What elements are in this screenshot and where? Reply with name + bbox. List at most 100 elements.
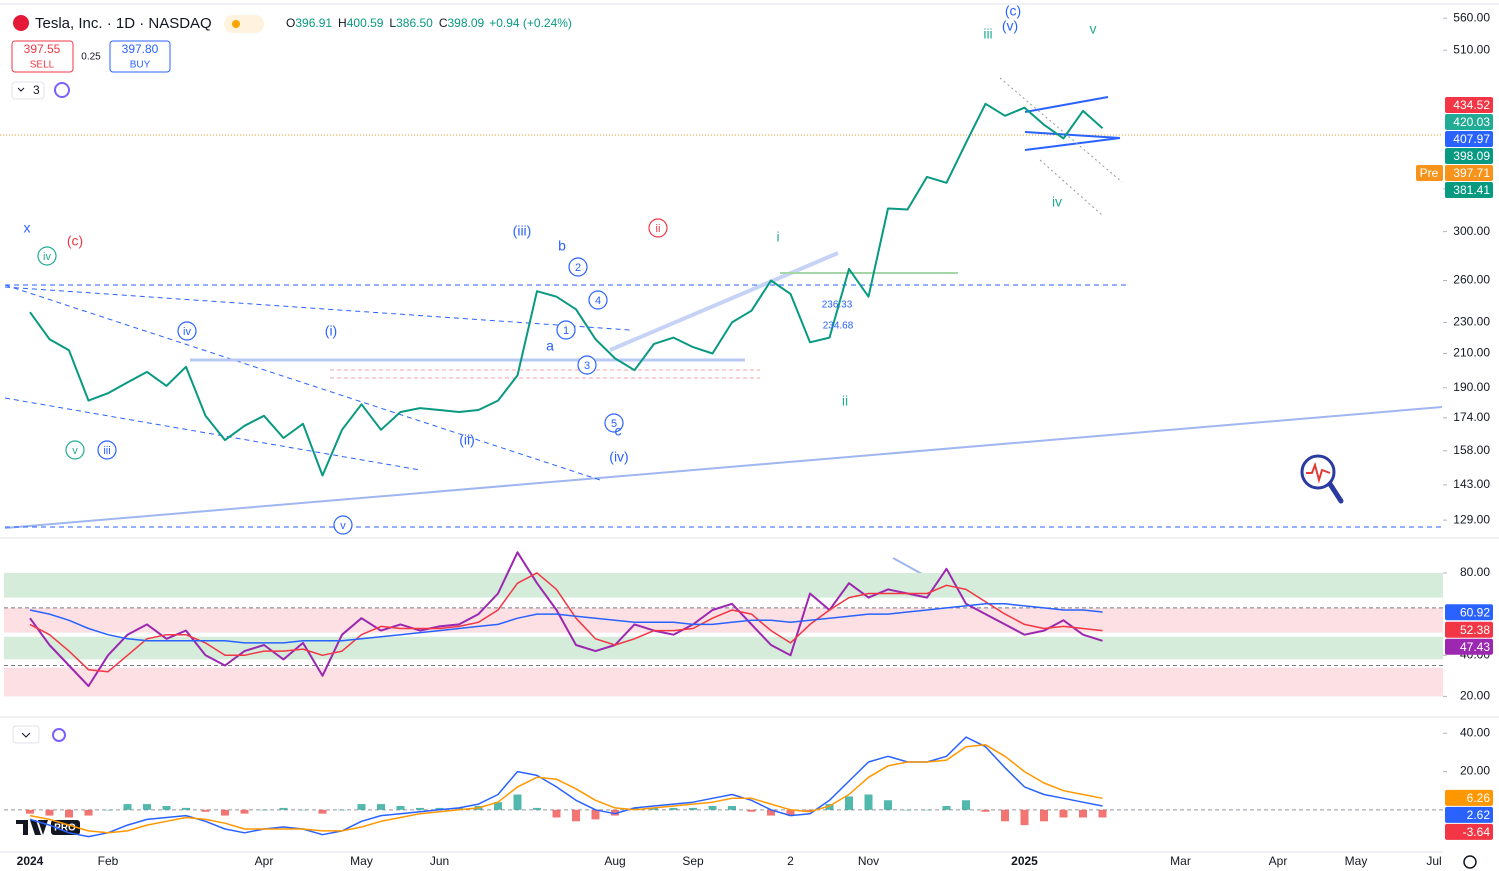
histogram-bar bbox=[162, 806, 171, 810]
symbol-title: Tesla, Inc. · 1D · NASDAQ bbox=[35, 15, 212, 32]
histogram-bar bbox=[260, 809, 268, 811]
wave-label: 3 bbox=[584, 360, 590, 372]
trend-line bbox=[4, 406, 1443, 529]
price-marker bbox=[1445, 621, 1493, 638]
y-tick-label: 210.00 bbox=[1453, 346, 1490, 360]
y-tick-label: 129.00 bbox=[1453, 512, 1490, 526]
ohlc-key: L bbox=[389, 16, 396, 30]
histogram-bar bbox=[435, 807, 444, 810]
histogram-bar bbox=[552, 809, 561, 818]
histogram-bar bbox=[903, 809, 912, 811]
y-tick-label: 158.00 bbox=[1453, 443, 1490, 457]
sell-button[interactable] bbox=[11, 40, 74, 73]
histogram-bar bbox=[318, 809, 327, 814]
wave-label: (c) bbox=[67, 233, 83, 249]
wave-circle bbox=[568, 257, 588, 277]
wave-label: iii bbox=[983, 26, 992, 42]
x-tick-label: Aug bbox=[604, 854, 625, 868]
histogram-bar bbox=[1001, 809, 1009, 822]
wave-label: i bbox=[776, 229, 779, 245]
price-marker bbox=[1445, 96, 1493, 113]
wave-circle bbox=[648, 218, 668, 238]
wave-circle bbox=[588, 290, 608, 310]
ohlc-values: O396.91 H400.59 L386.50 C398.09 +0.94 (+0.24… bbox=[286, 16, 572, 30]
wave-circle bbox=[556, 320, 576, 340]
wave-label: iv bbox=[43, 251, 51, 263]
series-line bbox=[29, 603, 1103, 644]
wave-label: x bbox=[24, 220, 31, 236]
price-marker bbox=[1445, 181, 1493, 198]
histogram-bar bbox=[84, 809, 93, 816]
magnifier-lens bbox=[1300, 454, 1336, 490]
price-marker bbox=[1445, 789, 1493, 806]
histogram-bar bbox=[533, 807, 541, 810]
session-icon bbox=[232, 20, 240, 28]
series-line bbox=[29, 102, 1104, 477]
ohlc-value: 386.50 bbox=[396, 16, 433, 30]
histogram-bar bbox=[1098, 809, 1107, 818]
y-tick-label: 20.00 bbox=[1460, 689, 1490, 703]
x-tick-label: Feb bbox=[98, 854, 119, 868]
histogram-bar bbox=[630, 807, 639, 810]
pane-toggle[interactable] bbox=[12, 725, 40, 744]
wave-circle bbox=[97, 440, 117, 460]
wave-label: (v) bbox=[1002, 18, 1018, 34]
ohlc-change: +0.94 (+0.24%) bbox=[489, 16, 572, 30]
settings-icon[interactable] bbox=[1463, 855, 1477, 869]
channel-line bbox=[1024, 131, 1121, 139]
magnifier-icon[interactable] bbox=[1300, 454, 1344, 504]
histogram-bar bbox=[240, 809, 249, 814]
histogram-bar bbox=[747, 809, 756, 812]
histogram-bar bbox=[942, 806, 951, 810]
price-marker-label: 434.52 bbox=[1453, 98, 1490, 112]
indicator-count: 3 bbox=[33, 83, 40, 97]
histogram-bar bbox=[962, 800, 970, 810]
histogram-bar bbox=[416, 807, 424, 810]
refresh-icon[interactable] bbox=[54, 82, 70, 98]
spread: 0.25 bbox=[81, 52, 101, 63]
histogram-bar bbox=[611, 809, 619, 816]
x-tick-label: May bbox=[350, 854, 373, 868]
magnifier-handle bbox=[1327, 481, 1344, 504]
channel-line bbox=[1024, 96, 1109, 113]
wave-circle bbox=[177, 321, 197, 341]
histogram-bar bbox=[513, 794, 522, 810]
y-tick-label: 20.00 bbox=[1460, 764, 1490, 778]
wave-label: (ii) bbox=[459, 432, 475, 448]
wave-label: c bbox=[615, 423, 622, 439]
buy-button[interactable] bbox=[109, 40, 171, 73]
x-tick-label: Jul bbox=[1426, 854, 1441, 868]
wave-circle bbox=[37, 246, 57, 266]
wave-label: 1 bbox=[563, 325, 569, 337]
x-tick-label: May bbox=[1345, 854, 1368, 868]
pro-badge bbox=[51, 820, 80, 835]
chevron bbox=[17, 87, 25, 92]
zone bbox=[4, 572, 1443, 598]
histogram-bar bbox=[299, 809, 307, 811]
refresh-icon[interactable] bbox=[52, 728, 66, 742]
ohlc-value: 400.59 bbox=[347, 16, 384, 30]
ohlc-value: 396.91 bbox=[295, 16, 332, 30]
histogram-bar bbox=[825, 804, 834, 810]
price-marker bbox=[1445, 823, 1493, 840]
histogram-bar bbox=[279, 807, 288, 810]
histogram-bar bbox=[65, 809, 73, 818]
y-tick-label: 260.00 bbox=[1453, 273, 1490, 287]
histogram-bar bbox=[201, 809, 210, 812]
wave-label: (iv) bbox=[609, 449, 628, 465]
histogram-bar bbox=[689, 807, 697, 810]
marker-tag-label: Pre bbox=[1420, 166, 1439, 180]
pro-label: PRO bbox=[54, 823, 76, 834]
histogram-bar bbox=[591, 809, 600, 820]
drawings bbox=[0, 77, 1443, 581]
histogram-bar bbox=[708, 806, 717, 810]
indicator-toggle[interactable] bbox=[11, 81, 45, 100]
y-tick-label: 300.00 bbox=[1453, 224, 1490, 238]
trend-line bbox=[1039, 159, 1103, 216]
y-tick-label: 80.00 bbox=[1460, 565, 1490, 579]
channel-line bbox=[1024, 137, 1121, 151]
zone bbox=[4, 607, 1443, 633]
y-tick-label: 560.00 bbox=[1453, 10, 1490, 24]
wave-label: (i) bbox=[325, 323, 337, 339]
